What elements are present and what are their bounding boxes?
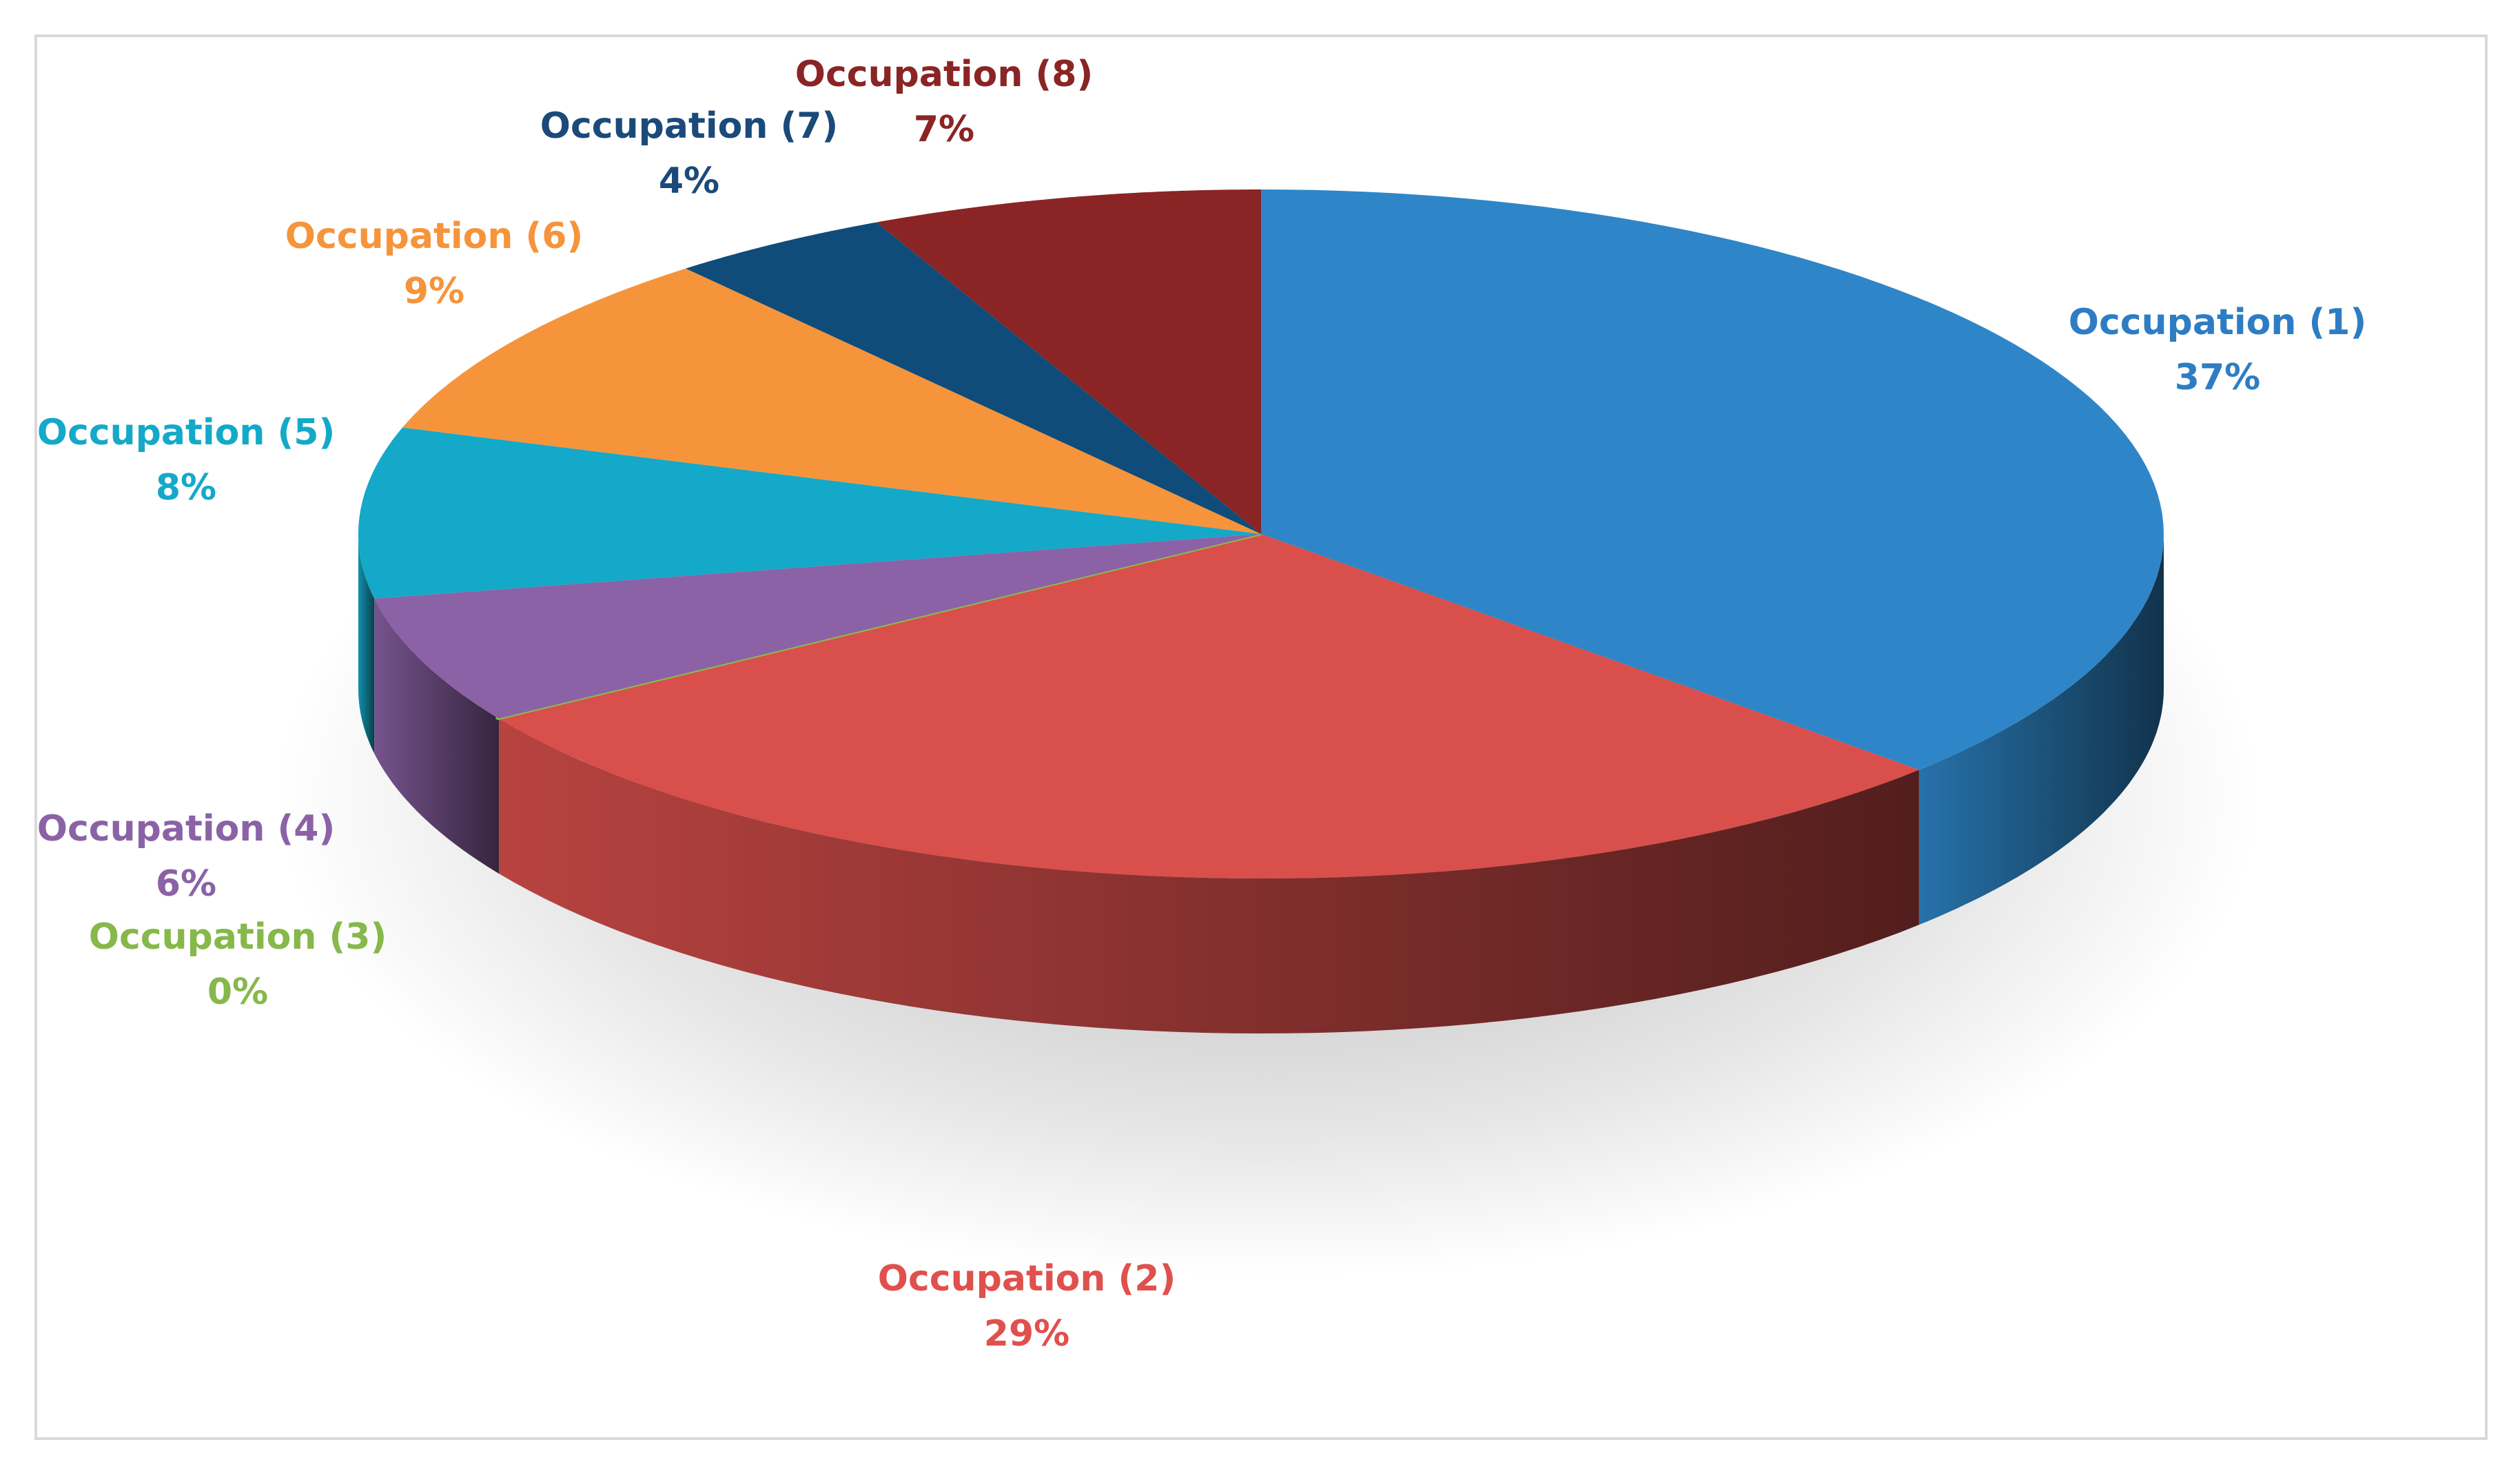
- slice-value-3: 0%: [207, 971, 268, 1013]
- slice-label-8: Occupation (8): [795, 54, 1093, 95]
- slice-value-1: 37%: [2175, 357, 2260, 398]
- pie-side-walls: [358, 534, 2164, 1033]
- pie-side-5: [358, 534, 375, 754]
- slice-label-1: Occupation (1): [2069, 302, 2366, 343]
- slice-label-7: Occupation (7): [540, 105, 838, 147]
- slice-value-6: 9%: [404, 271, 464, 312]
- pie-side-2: [498, 718, 1919, 1033]
- slice-value-8: 7%: [914, 109, 974, 150]
- slice-value-7: 4%: [659, 161, 719, 202]
- slice-label-2: Occupation (2): [878, 1258, 1176, 1299]
- slice-label-3: Occupation (3): [89, 916, 387, 958]
- pie-slice-5: [358, 427, 1261, 599]
- pie-slice-4: [374, 534, 1262, 719]
- pie-slice-8: [877, 189, 1261, 534]
- slice-value-4: 6%: [156, 863, 216, 905]
- pie-slice-2: [498, 534, 1919, 878]
- pie-slice-6: [402, 268, 1261, 534]
- pie-top-faces: [358, 189, 2164, 878]
- slice-value-2: 29%: [984, 1313, 1069, 1355]
- pie-labels: Occupation (1) 37% Occupation (2) 29% Occupa…: [37, 54, 2366, 1355]
- pie-slice-7: [686, 222, 1261, 534]
- slice-label-4: Occupation (4): [37, 808, 335, 850]
- pie-slice-1: [1261, 189, 2164, 770]
- pie-side-4: [374, 598, 499, 874]
- slice-value-5: 8%: [156, 467, 216, 508]
- slice-label-6: Occupation (6): [285, 216, 583, 257]
- pie-side-1: [1918, 534, 2164, 925]
- slice-label-5: Occupation (5): [37, 412, 335, 453]
